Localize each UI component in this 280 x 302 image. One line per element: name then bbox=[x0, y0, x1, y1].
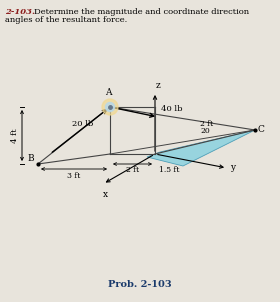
Text: 2 ft: 2 ft bbox=[200, 120, 213, 128]
Text: 2-103.: 2-103. bbox=[5, 8, 35, 16]
Text: angles of the resultant force.: angles of the resultant force. bbox=[5, 16, 127, 24]
Text: 2 ft: 2 ft bbox=[126, 166, 139, 174]
Text: 3 ft: 3 ft bbox=[67, 172, 81, 180]
Text: Prob. 2-103: Prob. 2-103 bbox=[108, 280, 172, 289]
Text: 20: 20 bbox=[200, 127, 210, 135]
Text: A: A bbox=[105, 88, 111, 97]
Text: 40 lb: 40 lb bbox=[161, 105, 183, 113]
Text: y: y bbox=[230, 162, 235, 172]
Circle shape bbox=[102, 99, 118, 115]
Text: 1.5 ft: 1.5 ft bbox=[159, 166, 179, 174]
Text: 20 lb: 20 lb bbox=[72, 120, 93, 128]
Circle shape bbox=[106, 102, 115, 111]
Text: B: B bbox=[27, 154, 34, 163]
Polygon shape bbox=[147, 130, 255, 166]
Text: 4 ft: 4 ft bbox=[11, 128, 19, 143]
Text: z: z bbox=[156, 81, 161, 90]
Text: Determine the magnitude and coordinate direction: Determine the magnitude and coordinate d… bbox=[34, 8, 249, 16]
Text: x: x bbox=[102, 190, 108, 199]
Text: C: C bbox=[258, 124, 265, 133]
